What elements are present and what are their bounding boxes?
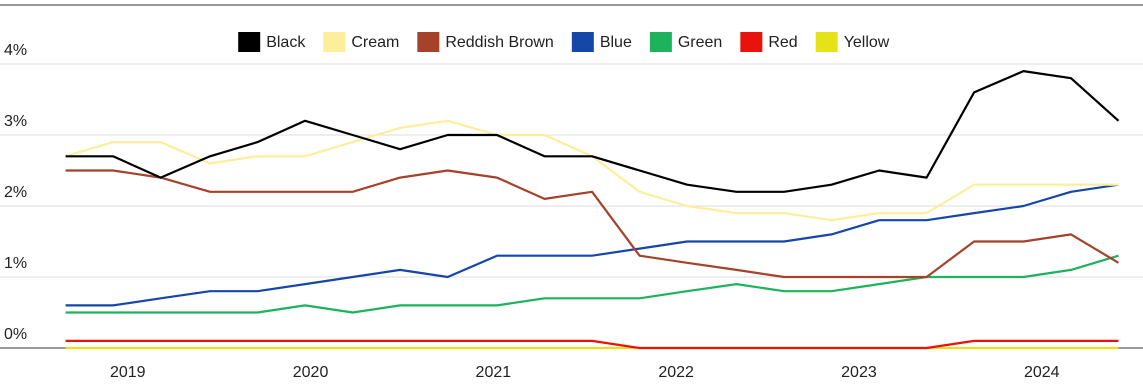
y-tick-label: 0% — [4, 326, 27, 343]
x-tick-label: 2024 — [1024, 364, 1060, 381]
legend-swatch — [238, 32, 261, 52]
series-line — [65, 169, 1120, 279]
series-line — [65, 119, 1119, 222]
legend-label: Yellow — [844, 34, 890, 51]
legend-swatch — [323, 32, 346, 52]
legend-label: Green — [678, 34, 722, 51]
legend-swatch — [815, 32, 838, 52]
x-tick-label: 2023 — [841, 364, 877, 381]
legend-label: Reddish Brown — [445, 34, 554, 51]
y-tick-label: 2% — [4, 184, 27, 201]
legend-label: Cream — [351, 34, 399, 51]
y-tick-label: 3% — [4, 113, 27, 130]
series-line — [65, 339, 1119, 350]
series-line — [65, 254, 1119, 314]
legend-swatch — [571, 32, 594, 52]
x-tick-label: 2022 — [658, 364, 694, 381]
legend-label: Red — [768, 34, 797, 51]
x-tick-label: 2020 — [293, 364, 329, 381]
y-tick-label: 4% — [4, 42, 27, 59]
legend-swatch — [417, 32, 440, 52]
series-line — [65, 183, 1119, 307]
legend-label: Blue — [600, 34, 632, 51]
series-line — [65, 70, 1120, 193]
y-tick-label: 1% — [4, 255, 27, 272]
legend-swatch — [740, 32, 763, 52]
x-tick-label: 2019 — [110, 364, 146, 381]
legend-swatch — [649, 32, 672, 52]
legend-label: Black — [266, 34, 306, 51]
x-tick-label: 2021 — [476, 364, 512, 381]
